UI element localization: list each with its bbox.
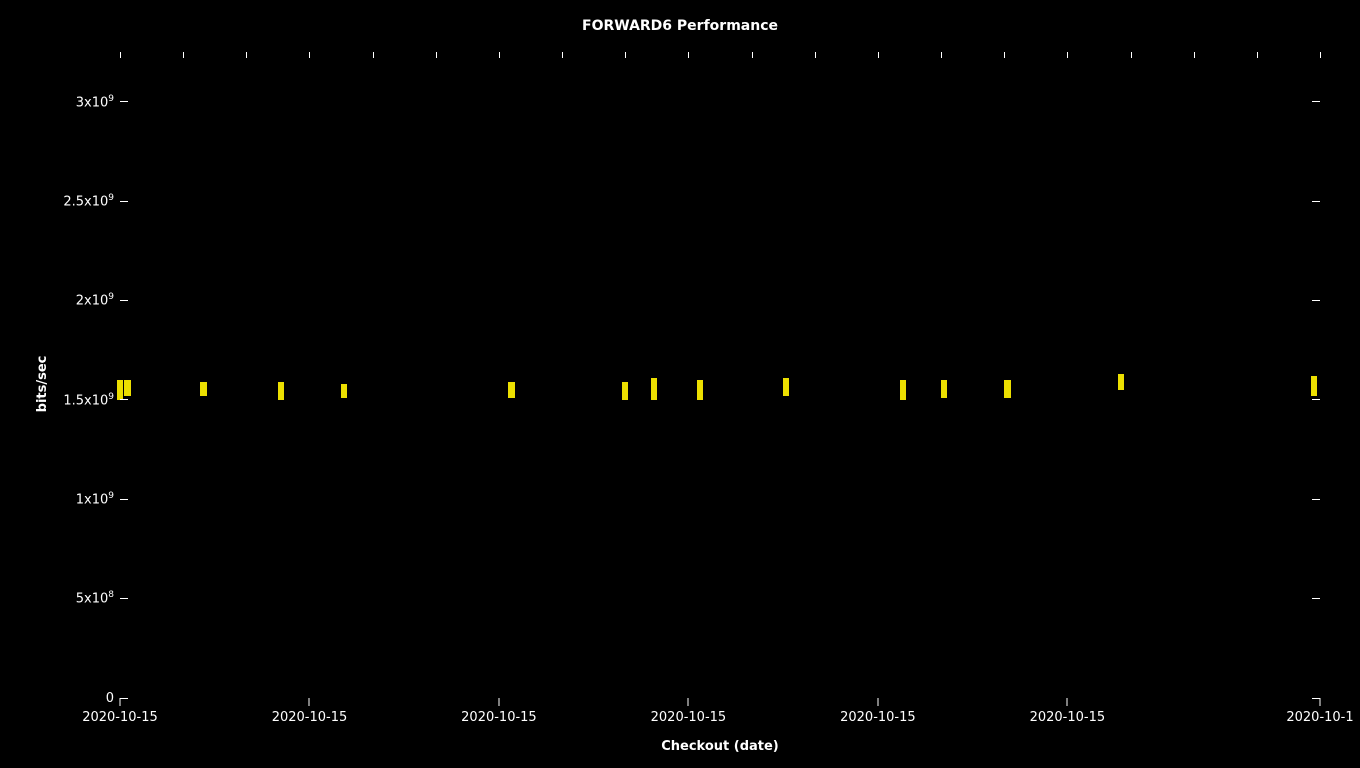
data-bar (941, 380, 947, 398)
y-tick-label: 3x109 (58, 94, 114, 110)
y-tick-label: 0 (58, 691, 114, 706)
chart-title: FORWARD6 Performance (582, 18, 778, 34)
x-tick-minor (246, 52, 247, 58)
y-tick-label: 1.5x109 (58, 392, 114, 408)
y-tick-mark (1312, 201, 1320, 202)
y-tick-mark (120, 201, 128, 202)
y-tick-mark (120, 598, 128, 599)
y-axis-label: bits/sec (35, 356, 50, 413)
y-tick-mark (1312, 399, 1320, 400)
chart-container: FORWARD6 Performance bits/sec Checkout (… (0, 0, 1360, 768)
y-tick-mark (120, 300, 128, 301)
data-bar (697, 380, 703, 400)
y-tick-label: 2x109 (58, 292, 114, 308)
x-tick-label: 2020-10-15 (461, 710, 537, 725)
x-tick-mark (498, 698, 499, 706)
x-tick-minor (1194, 52, 1195, 58)
data-bar (200, 382, 207, 396)
x-tick-mark (1320, 698, 1321, 706)
data-bar (1004, 380, 1010, 398)
x-tick-minor (562, 52, 563, 58)
y-tick-label: 1x109 (58, 491, 114, 507)
y-tick-label: 2.5x109 (58, 193, 114, 209)
data-bar (341, 384, 347, 398)
x-tick-minor (183, 52, 184, 58)
x-tick-minor (436, 52, 437, 58)
y-tick-mark (120, 499, 128, 500)
x-tick-minor (499, 52, 500, 58)
x-tick-label: 2020-10-15 (82, 710, 158, 725)
data-bar (508, 382, 514, 398)
x-tick-label: 2020-10-15 (272, 710, 348, 725)
x-tick-minor (688, 52, 689, 58)
x-tick-mark (688, 698, 689, 706)
x-tick-minor (878, 52, 879, 58)
y-tick-mark (120, 101, 128, 102)
data-bar (651, 378, 657, 400)
x-tick-minor (373, 52, 374, 58)
y-tick-mark (1312, 598, 1320, 599)
x-tick-minor (120, 52, 121, 58)
data-bar (900, 380, 906, 400)
data-bar (117, 380, 124, 400)
y-tick-label: 5x108 (58, 590, 114, 606)
data-bar (1311, 376, 1317, 396)
x-tick-minor (1067, 52, 1068, 58)
x-tick-label: 2020-10-15 (1030, 710, 1106, 725)
y-tick-mark (1312, 300, 1320, 301)
x-tick-label: 2020-10-15 (651, 710, 727, 725)
x-tick-mark (309, 698, 310, 706)
data-bar (124, 380, 130, 396)
x-tick-label: 2020-10-15 (840, 710, 916, 725)
y-tick-mark (120, 698, 128, 699)
x-tick-minor (941, 52, 942, 58)
plot-area (120, 52, 1320, 698)
data-bar (1118, 374, 1124, 390)
data-bar (783, 378, 789, 396)
y-tick-mark (1312, 101, 1320, 102)
x-tick-label: 2020-10-1 (1286, 710, 1353, 725)
x-axis-label: Checkout (date) (120, 739, 1320, 754)
x-tick-minor (625, 52, 626, 58)
y-tick-mark (1312, 499, 1320, 500)
x-tick-minor (752, 52, 753, 58)
data-bar (278, 382, 284, 400)
x-tick-minor (1320, 52, 1321, 58)
x-tick-minor (1131, 52, 1132, 58)
x-tick-minor (1257, 52, 1258, 58)
y-tick-mark (120, 399, 128, 400)
data-bar (622, 382, 628, 400)
x-tick-minor (815, 52, 816, 58)
x-tick-mark (1067, 698, 1068, 706)
x-tick-mark (877, 698, 878, 706)
x-tick-minor (1004, 52, 1005, 58)
x-tick-minor (309, 52, 310, 58)
x-tick-mark (120, 698, 121, 706)
